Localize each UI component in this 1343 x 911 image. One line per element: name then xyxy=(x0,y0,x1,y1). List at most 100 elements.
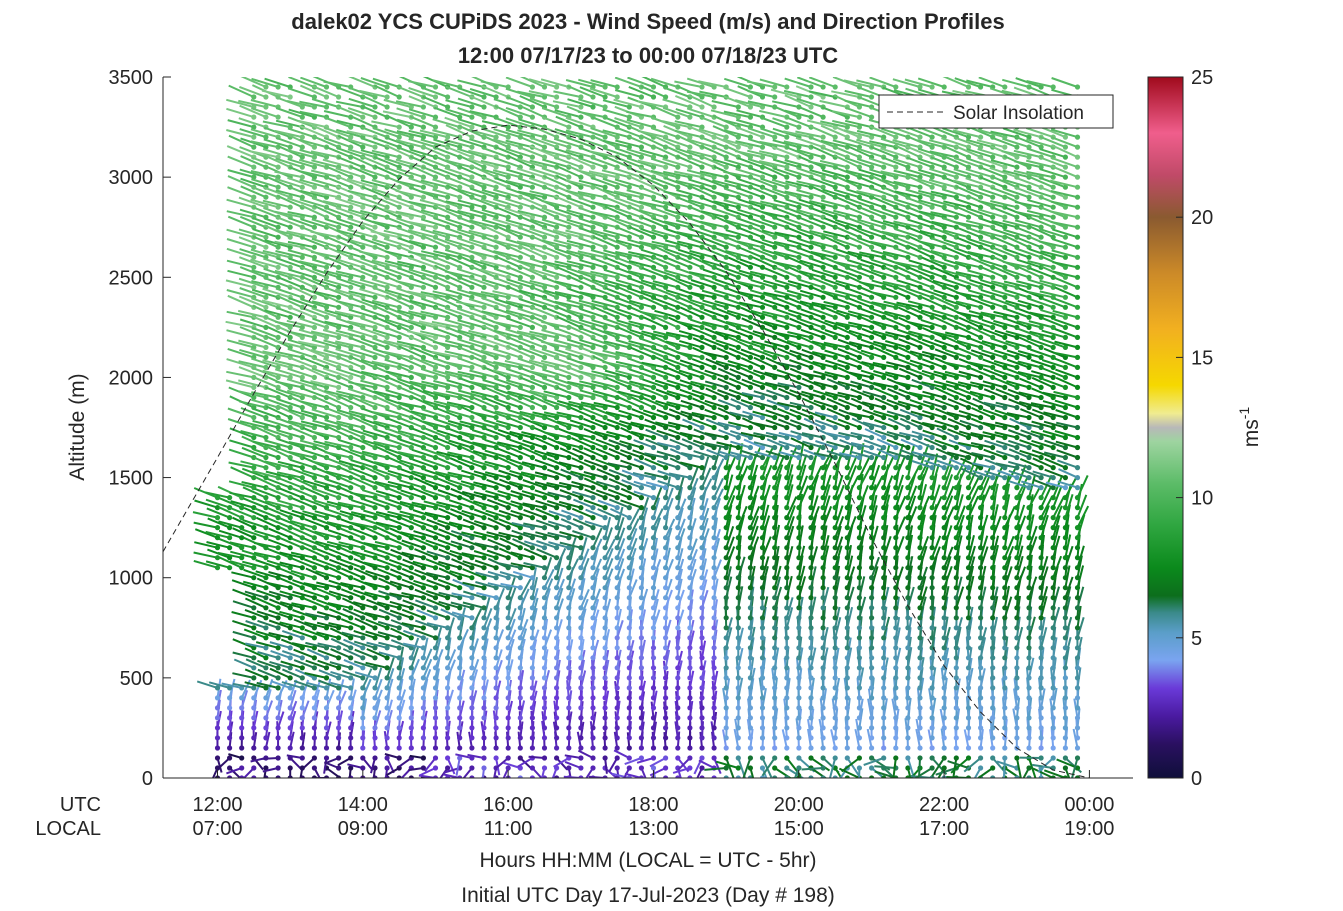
wind-barb-point xyxy=(348,605,354,611)
wind-barb-point xyxy=(311,284,317,290)
wind-barb-point xyxy=(214,695,221,701)
wind-barb-point xyxy=(408,124,414,130)
wind-barb-point xyxy=(493,575,499,581)
wind-barb xyxy=(336,420,364,429)
chart-subtitle: 12:00 07/17/23 to 00:00 07/18/23 UTC xyxy=(458,43,838,68)
wind-barb-point xyxy=(408,665,414,671)
wind-barb-point xyxy=(239,735,245,741)
wind-barb-point xyxy=(275,495,281,501)
wind-barb xyxy=(568,777,570,778)
wind-barb-point xyxy=(336,645,342,651)
wind-barb xyxy=(366,648,388,659)
wind-barb-point xyxy=(590,665,596,671)
wind-barb-point xyxy=(650,465,657,471)
wind-barb-point xyxy=(384,465,390,471)
wind-barb-point xyxy=(348,204,354,210)
wind-barb-point xyxy=(445,675,451,681)
wind-barb-point xyxy=(626,414,632,421)
wind-barb-point xyxy=(541,745,548,751)
wind-barb-point xyxy=(457,424,463,431)
wind-barb xyxy=(218,529,242,539)
wind-barb-point xyxy=(675,525,681,531)
wind-barb-point xyxy=(348,705,354,711)
wind-barb-point xyxy=(251,414,257,421)
wind-barb-point xyxy=(336,775,342,778)
wind-barb xyxy=(262,249,291,259)
wind-barb-point xyxy=(287,635,293,641)
wind-barb-point xyxy=(251,635,257,641)
wind-barb-point xyxy=(420,615,426,621)
wind-barb-point xyxy=(590,394,596,401)
wind-barb xyxy=(277,460,303,469)
wind-barb-point xyxy=(445,615,451,621)
wind-barb xyxy=(264,397,291,409)
wind-barb xyxy=(339,546,364,559)
wind-barb-point xyxy=(493,555,499,561)
wind-barb xyxy=(353,660,376,669)
wind-barb-point xyxy=(432,545,439,551)
wind-barb xyxy=(366,641,388,649)
wind-barb-point xyxy=(263,595,269,601)
wind-barb-point xyxy=(481,214,487,220)
wind-barb-point xyxy=(638,204,645,210)
wind-barb-point xyxy=(602,535,608,541)
wind-barb-point xyxy=(408,364,414,370)
wind-barb xyxy=(252,419,279,429)
wind-barb-point xyxy=(311,675,317,681)
wind-barb-point xyxy=(311,434,317,441)
wind-barb-point xyxy=(566,595,572,601)
wind-barb-point xyxy=(275,424,281,431)
wind-barb-point xyxy=(529,645,536,651)
wind-barb-point xyxy=(348,525,354,531)
wind-barb-point xyxy=(614,625,620,631)
wind-barb xyxy=(310,169,339,179)
wind-barb-point xyxy=(420,665,426,671)
wind-barb-point xyxy=(275,775,281,778)
wind-barb-point xyxy=(457,414,463,421)
wind-barb-point xyxy=(663,164,669,170)
wind-barb-point xyxy=(626,575,632,581)
wind-barb-point xyxy=(420,545,426,551)
wind-barb-point xyxy=(299,475,305,481)
wind-barb-point xyxy=(638,635,645,641)
wind-barb-point xyxy=(566,685,572,691)
wind-barb-point xyxy=(457,675,463,681)
wind-barb-point xyxy=(275,184,281,190)
wind-barb xyxy=(351,467,376,479)
wind-barb-point xyxy=(566,495,572,501)
wind-barb xyxy=(299,317,327,329)
wind-barb xyxy=(304,621,327,629)
wind-barb xyxy=(300,275,327,289)
wind-barb-point xyxy=(336,535,342,541)
wind-barb-point xyxy=(650,625,657,631)
wind-barb-point xyxy=(360,695,366,701)
wind-barb xyxy=(274,229,303,239)
wind-barb-point xyxy=(420,705,426,711)
wind-barb-point xyxy=(578,454,584,461)
wind-barb-point xyxy=(493,404,499,411)
wind-barb xyxy=(289,519,315,529)
wind-barb-point xyxy=(638,404,645,411)
wind-barb xyxy=(301,356,327,369)
wind-barb-point xyxy=(602,364,608,370)
wind-barb-point xyxy=(493,234,499,240)
wind-barb-point xyxy=(299,154,305,160)
wind-barb-point xyxy=(396,625,402,631)
wind-barb-point xyxy=(311,715,317,721)
wind-barb xyxy=(326,478,352,489)
wind-barb-point xyxy=(299,394,305,401)
wind-barb xyxy=(232,630,255,639)
wind-barb-point xyxy=(554,655,560,661)
wind-barb-point xyxy=(275,555,281,561)
wind-barb-point xyxy=(275,625,281,631)
wind-barb-point xyxy=(457,324,463,330)
wind-barb-point xyxy=(396,495,402,501)
wind-barb-point xyxy=(663,555,669,561)
wind-barb xyxy=(287,149,315,159)
wind-barb xyxy=(348,381,376,389)
wind-barb-point xyxy=(590,645,596,651)
wind-barb-point xyxy=(590,765,596,771)
wind-barb xyxy=(324,440,351,449)
wind-barb xyxy=(337,235,364,249)
wind-barb-point xyxy=(239,515,245,521)
